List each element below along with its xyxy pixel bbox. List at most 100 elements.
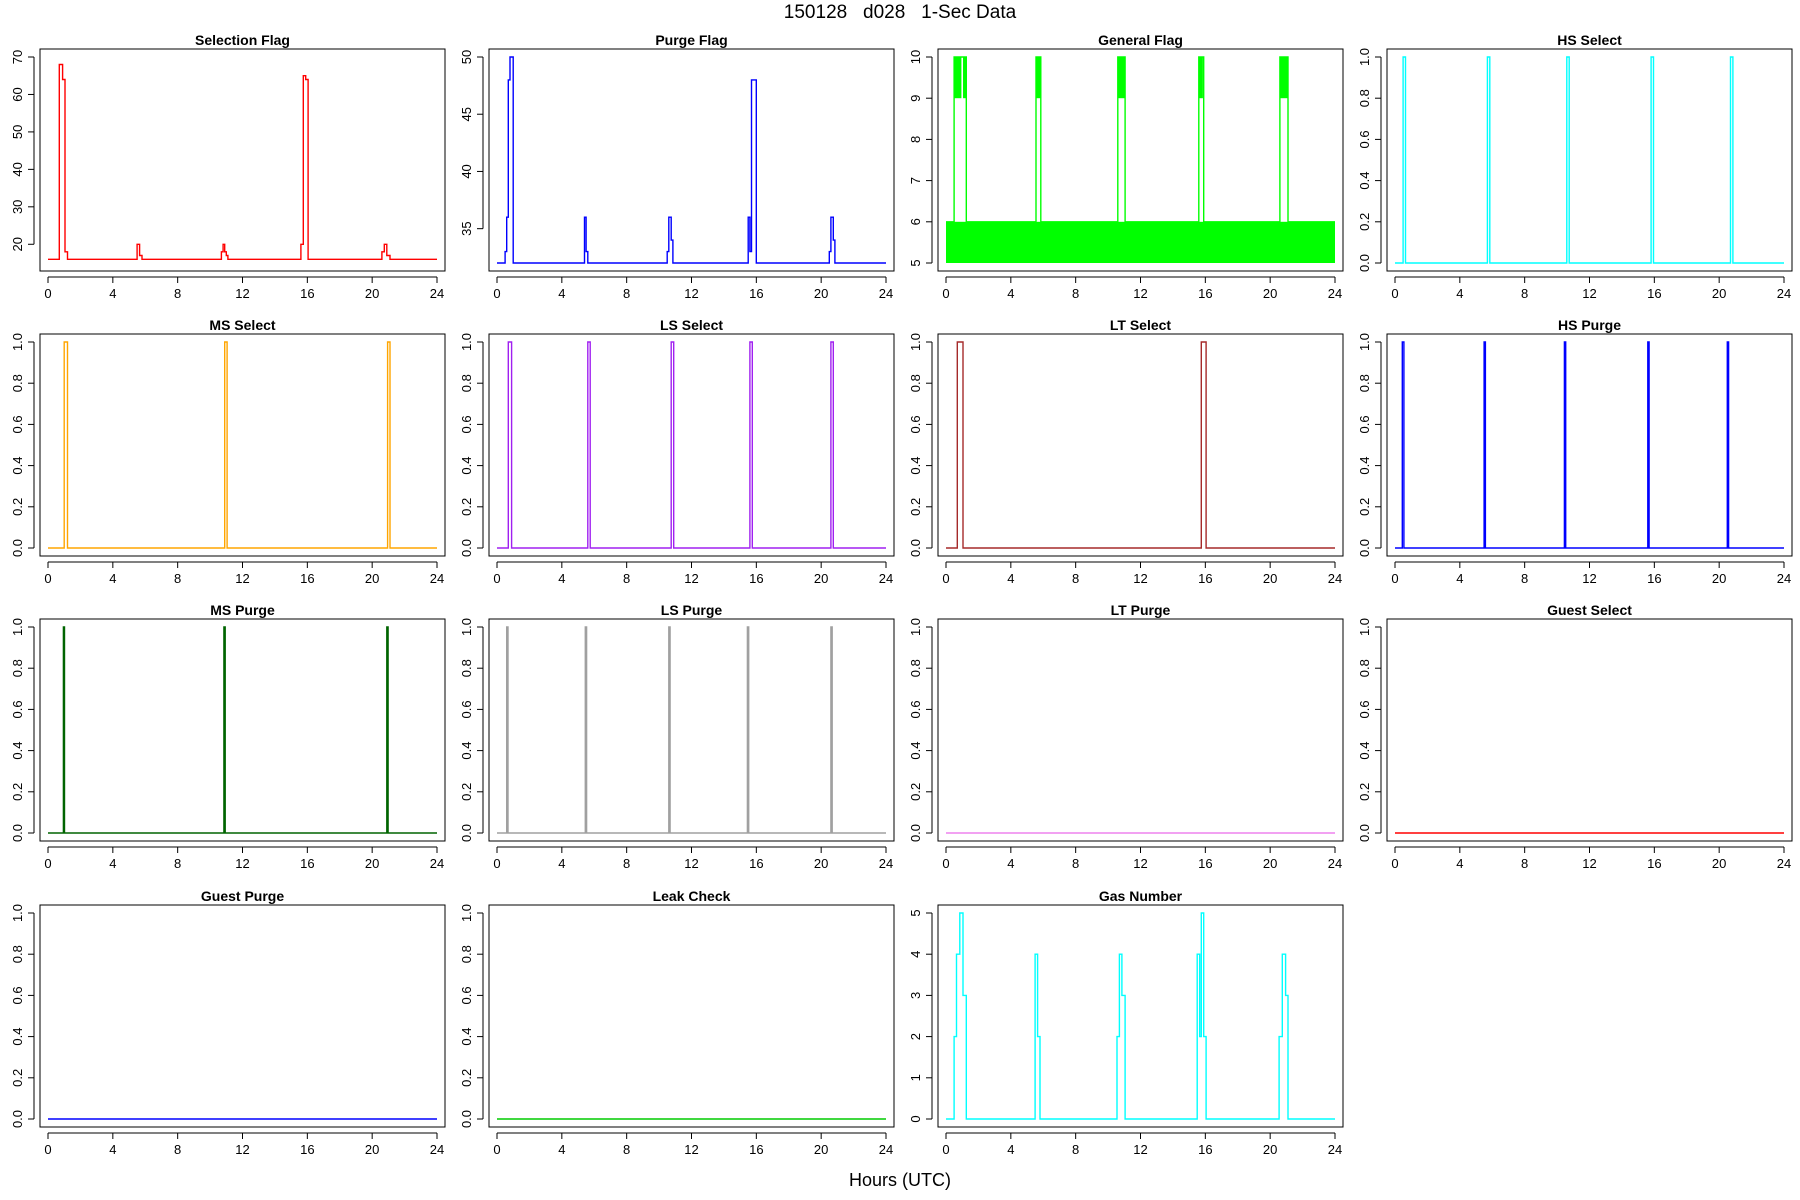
x-tick-label: 4 xyxy=(1007,571,1014,586)
panel-title: LT Purge xyxy=(1111,602,1171,618)
plot-frame xyxy=(39,333,446,557)
panel-guest-select: Guest Select 0 4 8 12 16 20 24 0.0 0.2 0.4 0.6 0.8 1.… xyxy=(1357,602,1793,871)
x-tick-label: 16 xyxy=(749,856,763,871)
y-tick-label: 1.0 xyxy=(459,904,474,922)
x-tick-label: 20 xyxy=(365,286,379,301)
y-tick-label: 0.8 xyxy=(10,659,25,677)
y-tick-label: 0.6 xyxy=(10,415,25,433)
x-axis: 0 4 8 12 16 20 24 xyxy=(493,276,893,301)
panel-title: Guest Select xyxy=(1547,602,1632,618)
x-tick-label: 12 xyxy=(1133,286,1147,301)
x-tick-label: 8 xyxy=(1072,856,1079,871)
panel-title: MS Select xyxy=(209,317,275,333)
x-tick-label: 12 xyxy=(1582,856,1596,871)
series-line xyxy=(1395,56,1784,264)
x-tick-label: 4 xyxy=(1456,856,1463,871)
x-tick-label: 20 xyxy=(814,1142,828,1157)
x-tick-label: 24 xyxy=(1328,856,1342,871)
y-axis: 0.0 0.2 0.4 0.6 0.8 1.0 xyxy=(459,618,484,842)
x-tick-label: 8 xyxy=(1072,1142,1079,1157)
y-axis: 0.0 0.2 0.4 0.6 0.8 1.0 xyxy=(1357,618,1382,842)
y-axis: 0.0 0.2 0.4 0.6 0.8 1.0 xyxy=(459,333,484,557)
y-tick-label: 0.2 xyxy=(1357,213,1372,231)
x-tick-label: 24 xyxy=(1777,856,1791,871)
panel-ls-purge: LS Purge 0 4 8 12 16 20 24 0.0 0.2 0.4 0.6 0.8 1.0 xyxy=(459,602,895,871)
plot-frame xyxy=(39,618,446,842)
y-axis: 0.0 0.2 0.4 0.6 0.8 1.0 xyxy=(10,618,35,842)
x-tick-label: 16 xyxy=(300,856,314,871)
x-tick-label: 8 xyxy=(623,286,630,301)
x-tick-label: 20 xyxy=(365,571,379,586)
x-tick-label: 4 xyxy=(109,1142,116,1157)
x-tick-label: 24 xyxy=(1777,571,1791,586)
x-tick-label: 20 xyxy=(1712,571,1726,586)
x-axis-title: Hours (UTC) xyxy=(849,1170,951,1190)
y-axis: 5 6 7 8 9 10 xyxy=(908,50,933,267)
plot-area xyxy=(497,341,886,549)
x-tick-label: 8 xyxy=(1072,286,1079,301)
plot-frame xyxy=(937,333,1344,557)
panel-selection-flag: Selection Flag 0 4 8 12 16 20 24 20 30 40 50 60 70 xyxy=(10,32,446,301)
x-tick-label: 20 xyxy=(1712,856,1726,871)
y-tick-label: 60 xyxy=(10,87,25,101)
flag-band xyxy=(946,221,1335,263)
x-tick-label: 16 xyxy=(1198,1142,1212,1157)
y-tick-label: 0.0 xyxy=(10,824,25,842)
x-tick-label: 24 xyxy=(430,1142,444,1157)
x-axis: 0 4 8 12 16 20 24 xyxy=(942,1132,1342,1157)
series-line xyxy=(946,912,1335,1120)
y-tick-label: 0.8 xyxy=(10,374,25,392)
series-line xyxy=(1395,341,1784,549)
plot-area xyxy=(946,56,1335,263)
x-tick-label: 0 xyxy=(942,1142,949,1157)
y-tick-label: 0.0 xyxy=(908,824,923,842)
y-axis: 0.0 0.2 0.4 0.6 0.8 1.0 xyxy=(10,904,35,1128)
x-tick-label: 24 xyxy=(879,571,893,586)
x-tick-label: 24 xyxy=(879,1142,893,1157)
y-tick-label: 0.6 xyxy=(1357,130,1372,148)
x-tick-label: 24 xyxy=(1328,286,1342,301)
y-tick-label: 0.8 xyxy=(10,945,25,963)
y-axis: 20 30 40 50 60 70 xyxy=(10,50,35,252)
x-tick-label: 8 xyxy=(174,1142,181,1157)
y-tick-label: 0.2 xyxy=(908,498,923,516)
y-tick-label: 0.0 xyxy=(459,1110,474,1128)
x-tick-label: 12 xyxy=(235,571,249,586)
x-tick-label: 24 xyxy=(879,286,893,301)
x-tick-label: 12 xyxy=(1133,856,1147,871)
panel-leak-check: Leak Check 0 4 8 12 16 20 24 0.0 0.2 0.4 0.6 0.8 1.0 xyxy=(459,888,895,1157)
y-tick-label: 0.4 xyxy=(459,742,474,760)
y-tick-label: 0.4 xyxy=(10,457,25,475)
x-tick-label: 8 xyxy=(174,571,181,586)
x-tick-label: 0 xyxy=(1391,571,1398,586)
y-tick-label: 0.8 xyxy=(1357,89,1372,107)
plot-area xyxy=(48,341,437,549)
page-title: 150128 d028 1-Sec Data xyxy=(783,2,1017,23)
y-tick-label: 0.6 xyxy=(10,986,25,1004)
y-tick-label: 0.0 xyxy=(459,539,474,557)
x-tick-label: 0 xyxy=(942,286,949,301)
x-tick-label: 12 xyxy=(684,1142,698,1157)
plot-area xyxy=(1395,341,1784,549)
series-line xyxy=(497,626,886,834)
x-tick-label: 0 xyxy=(493,286,500,301)
y-tick-label: 8 xyxy=(908,136,923,143)
x-tick-label: 8 xyxy=(1521,571,1528,586)
x-tick-label: 16 xyxy=(1647,856,1661,871)
panel-hs-select: HS Select 0 4 8 12 16 20 24 0.0 0.2 0.4 0.6 0.8 1.0 xyxy=(1357,32,1793,301)
y-axis: 0.0 0.2 0.4 0.6 0.8 1.0 xyxy=(1357,48,1382,272)
x-tick-label: 0 xyxy=(493,856,500,871)
y-tick-label: 9 xyxy=(908,95,923,102)
x-tick-label: 4 xyxy=(1007,856,1014,871)
y-tick-label: 0.4 xyxy=(908,742,923,760)
x-axis: 0 4 8 12 16 20 24 xyxy=(942,846,1342,871)
x-tick-label: 16 xyxy=(300,1142,314,1157)
x-tick-label: 20 xyxy=(1263,1142,1277,1157)
panel-ms-purge: MS Purge 0 4 8 12 16 20 24 0.0 0.2 0.4 0.6 0.8 1.0 xyxy=(10,602,446,871)
y-axis: 0.0 0.2 0.4 0.6 0.8 1.0 xyxy=(459,904,484,1128)
x-tick-label: 16 xyxy=(749,1142,763,1157)
y-tick-label: 0.8 xyxy=(459,659,474,677)
y-tick-label: 0.2 xyxy=(459,1069,474,1087)
plot-area xyxy=(497,56,886,264)
x-tick-label: 4 xyxy=(109,571,116,586)
